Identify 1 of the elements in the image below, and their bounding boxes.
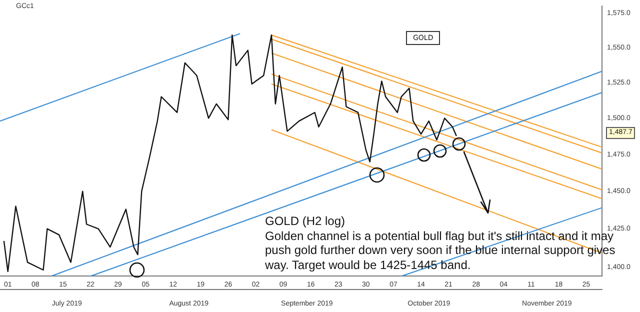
annotation: GOLD (H2 log) [265,214,346,228]
